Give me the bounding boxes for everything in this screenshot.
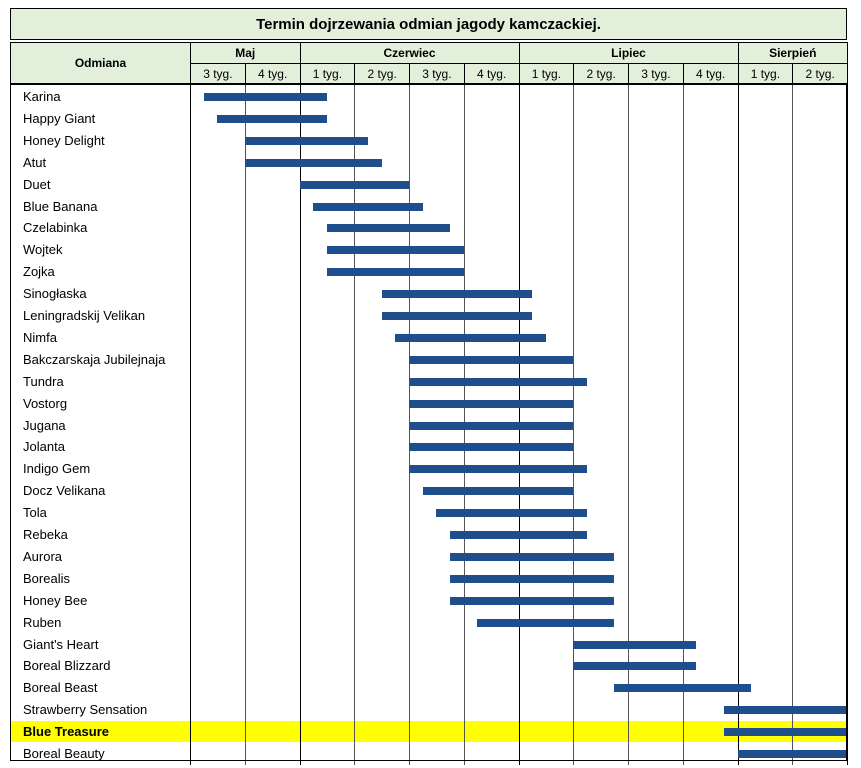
variety-label: Atut: [23, 154, 47, 170]
week-gridline: [682, 84, 684, 765]
ripening-bar: [381, 312, 533, 320]
variety-label: Strawberry Sensation: [23, 702, 148, 718]
ripening-bar: [450, 596, 615, 605]
week-header: 1 tyg.: [299, 63, 356, 84]
week-header: 3 tyg.: [409, 63, 465, 84]
variety-label: Docz Velikana: [23, 483, 106, 499]
ripening-bar: [409, 465, 587, 474]
variety-label: Boreal Blizzard: [23, 658, 111, 674]
month-gridline: [737, 84, 739, 765]
ripening-bar: [422, 487, 574, 496]
ripening-bar: [409, 399, 574, 408]
variety-label: Karina: [23, 89, 61, 104]
variety-label: Honey Delight: [23, 132, 105, 148]
ripening-bar: [409, 421, 574, 430]
variety-label: Leningradskij Velikan: [23, 308, 146, 323]
week-header: 4 tyg.: [682, 63, 739, 84]
ripening-bar: [381, 290, 533, 299]
ripening-bar: [450, 552, 615, 561]
variety-label: Bakczarskaja Jubilejnaja: [23, 351, 166, 367]
variety-label: Jolanta: [23, 439, 65, 455]
ripening-bar: [326, 246, 464, 255]
variety-label: Tola: [23, 505, 47, 521]
ripening-bar: [326, 224, 451, 233]
ripening-bar: [313, 202, 423, 211]
week-gridline: [628, 84, 629, 765]
ripening-bar: [737, 750, 847, 758]
ripening-bar: [244, 136, 368, 145]
ripening-bar: [436, 509, 587, 518]
week-gridline: [244, 84, 246, 765]
variety-label: Aurora: [23, 548, 63, 564]
variety-label: Nimfa: [23, 329, 57, 345]
week-header: 2 tyg.: [792, 63, 848, 84]
month-gridline: [847, 84, 848, 765]
ripening-bar: [477, 618, 615, 627]
week-header: 4 tyg.: [463, 63, 520, 84]
variety-column-header: Odmiana: [10, 42, 191, 84]
month-header: Sierpień: [737, 42, 848, 64]
variety-label: Indigo Gem: [23, 461, 91, 477]
variety-label: Blue Treasure: [23, 724, 109, 740]
ripening-bar: [409, 377, 587, 386]
ripening-bar: [326, 268, 464, 277]
variety-label: Wojtek: [23, 242, 63, 258]
variety-label: Boreal Beast: [23, 680, 98, 696]
variety-label: Rebeka: [23, 527, 68, 542]
ripening-bar: [723, 728, 847, 737]
ripening-bar: [573, 640, 697, 649]
ripening-bar: [409, 443, 574, 452]
ripening-bar: [450, 531, 587, 539]
ripening-bar: [614, 684, 752, 693]
month-header: Lipiec: [518, 42, 739, 64]
variety-label: Blue Banana: [23, 198, 98, 214]
month-gridline: [299, 84, 301, 765]
highlight-row: [10, 721, 847, 743]
variety-label: Vostorg: [23, 395, 68, 411]
variety-label: Zojka: [23, 264, 55, 280]
week-header: 3 tyg.: [628, 63, 684, 84]
variety-label: Honey Bee: [23, 592, 88, 608]
month-gridline: [190, 84, 191, 765]
week-header: 1 tyg.: [737, 63, 794, 84]
week-header: 2 tyg.: [354, 63, 410, 84]
variety-label: Sinogłaska: [23, 286, 87, 302]
week-header: 1 tyg.: [518, 63, 575, 84]
month-header: Maj: [190, 42, 301, 64]
week-header: 4 tyg.: [244, 63, 301, 84]
ripening-bar: [299, 180, 409, 189]
week-header: 2 tyg.: [573, 63, 629, 84]
variety-label: Happy Giant: [23, 110, 96, 126]
ripening-bar: [395, 333, 546, 342]
ripening-bar: [573, 662, 697, 671]
chart-title: Termin dojrzewania odmian jagody kamczac…: [10, 8, 847, 40]
week-gridline: [573, 84, 575, 765]
variety-label: Tundra: [23, 373, 64, 389]
ripening-bar: [244, 158, 382, 167]
week-gridline: [354, 84, 356, 765]
variety-label: Jugana: [23, 417, 66, 433]
ripening-bar: [450, 574, 615, 583]
variety-label: Czelabinka: [23, 220, 88, 236]
variety-label: Giant's Heart: [23, 636, 99, 652]
ripening-bar: [723, 706, 847, 715]
month-header: Czerwiec: [299, 42, 520, 64]
ripening-bar: [203, 93, 327, 101]
variety-label: Boreal Beauty: [23, 746, 105, 761]
week-header: 3 tyg.: [190, 63, 246, 84]
ripening-bar: [217, 114, 327, 123]
variety-label: Borealis: [23, 570, 70, 586]
variety-label: Ruben: [23, 614, 62, 630]
week-gridline: [792, 84, 794, 765]
ripening-bar: [409, 355, 574, 364]
variety-label: Duet: [23, 176, 51, 192]
